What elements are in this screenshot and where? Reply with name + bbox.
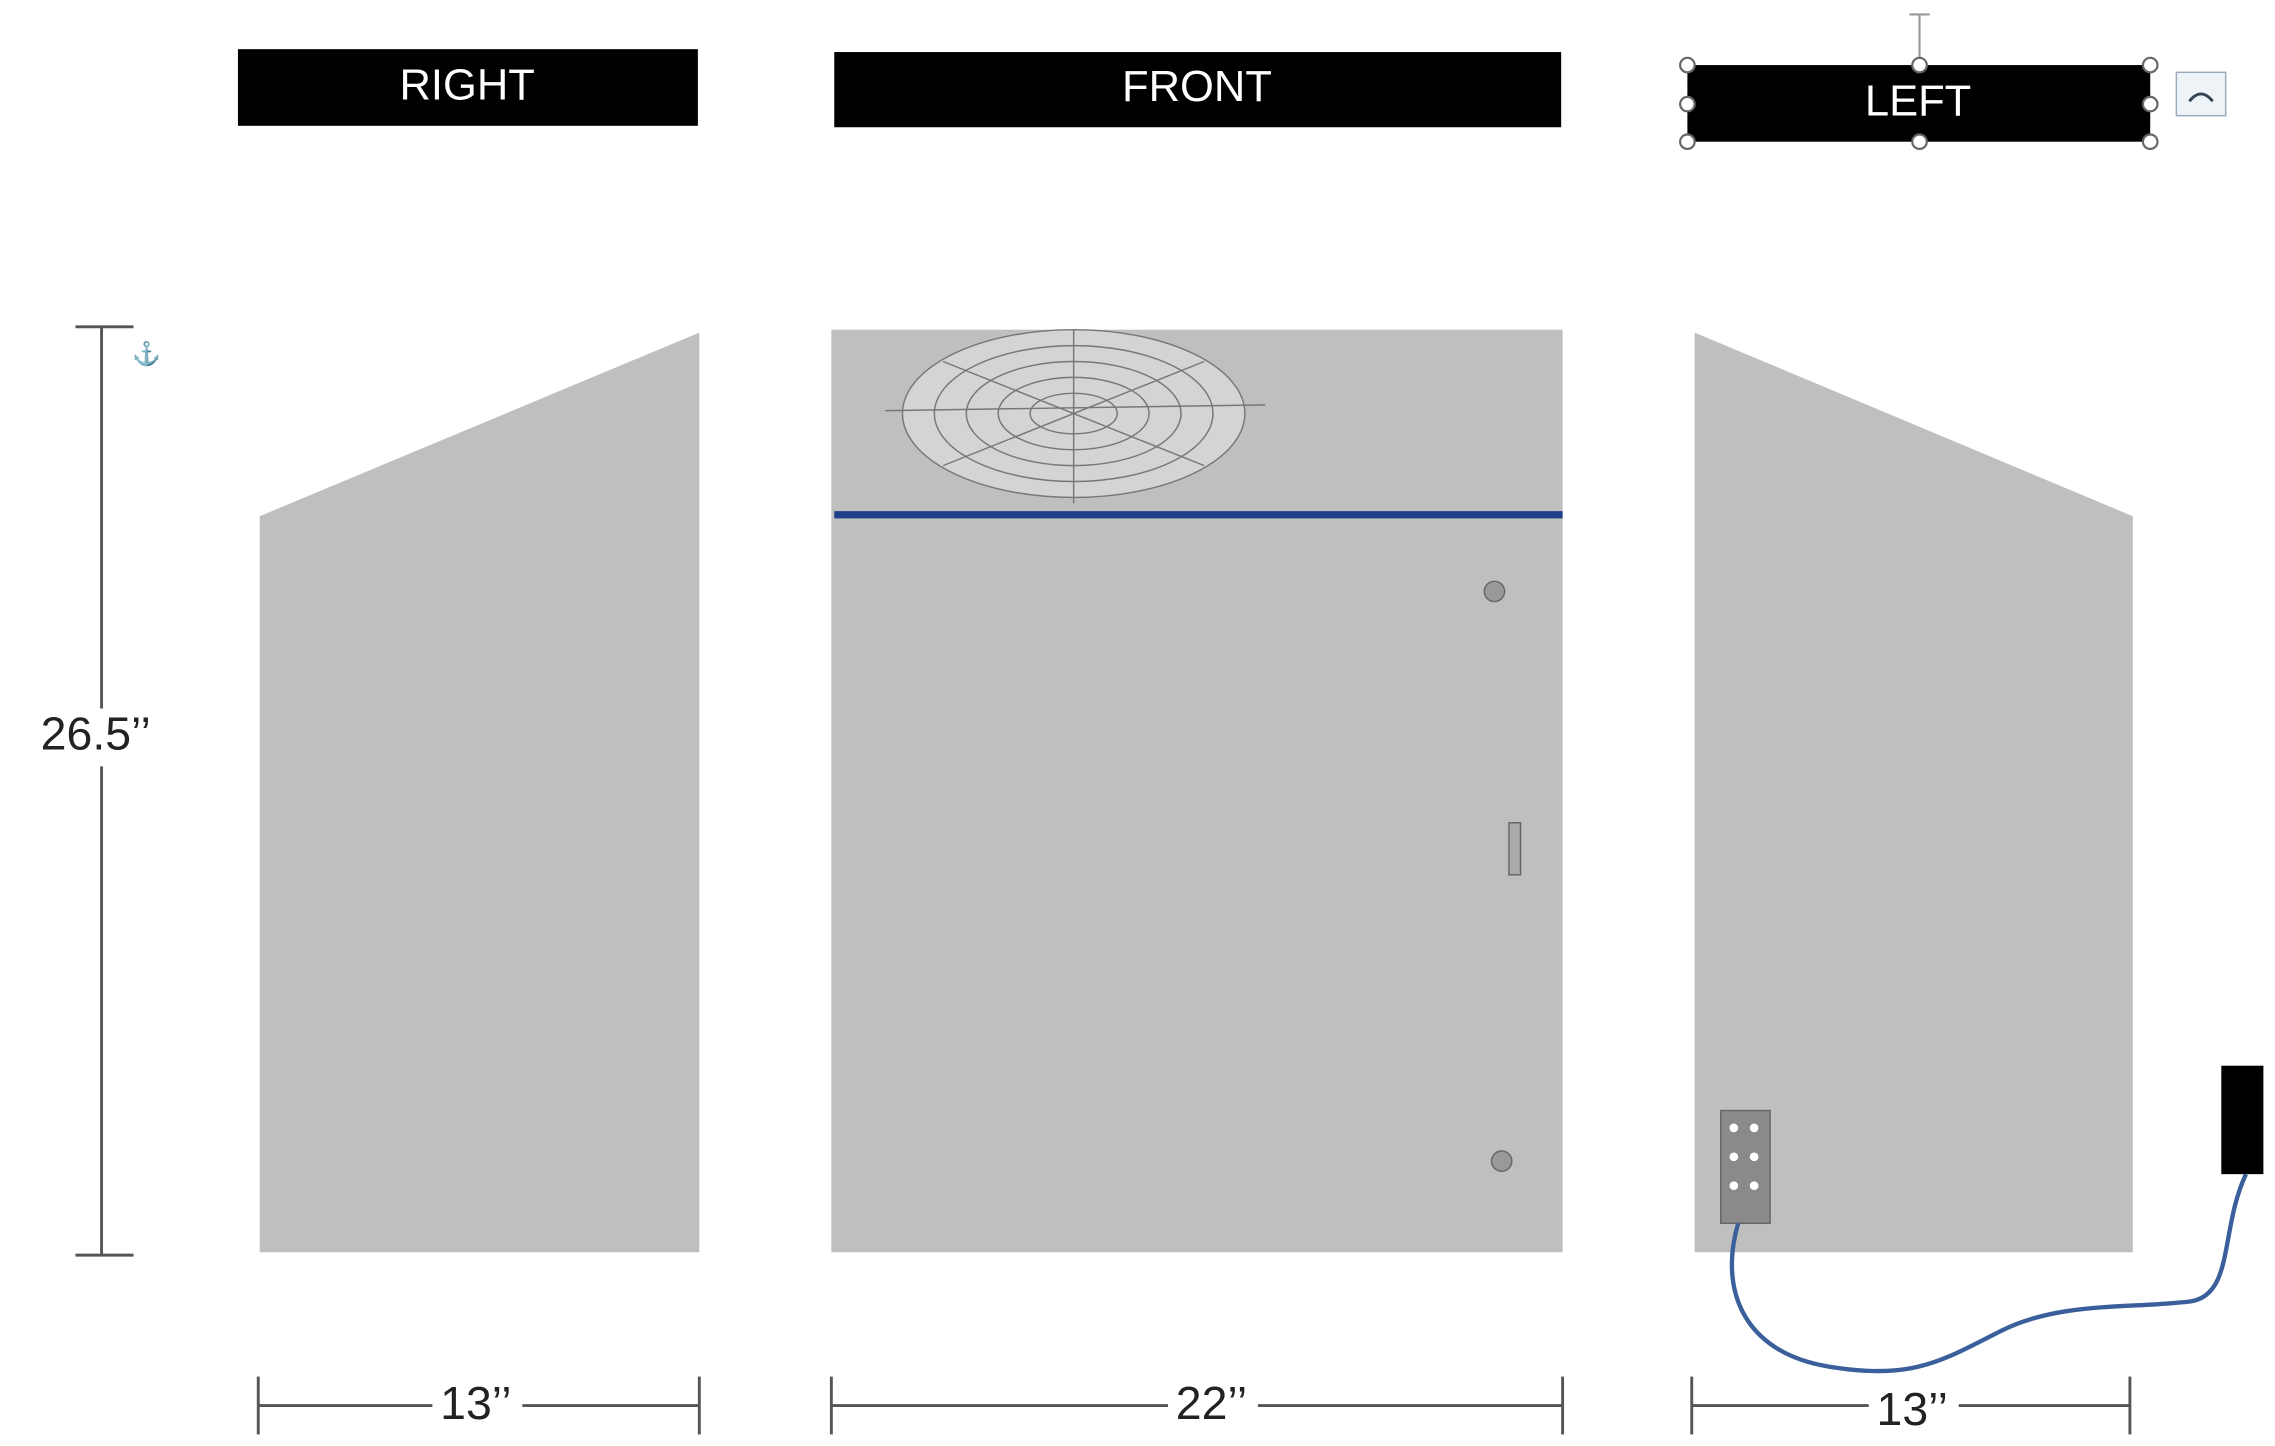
width-label: 13’’ <box>440 1377 511 1429</box>
label-bg <box>1167 1380 1258 1431</box>
width-label: 13’’ <box>1877 1383 1948 1435</box>
cable <box>1729 1173 2248 1374</box>
right-panel <box>259 332 700 1253</box>
height-label: 26.5’’ <box>41 708 151 760</box>
title-box <box>237 49 698 126</box>
connector <box>1720 1109 1771 1225</box>
label-bg <box>29 708 167 767</box>
connector-pins <box>1729 1123 1759 1191</box>
front-panel <box>831 329 1563 1253</box>
height-dimension <box>75 325 134 1257</box>
label-bg <box>1868 1385 1959 1435</box>
left-panel <box>1694 332 2133 1253</box>
view-title: RIGHT <box>400 62 535 110</box>
title-box <box>834 52 1562 128</box>
anchor-icon: ⚓ <box>132 341 161 368</box>
fan-grille <box>885 328 1266 504</box>
view-title: FRONT <box>1122 63 1272 111</box>
selection-handles[interactable] <box>1679 13 2159 151</box>
screw <box>1490 1150 1513 1172</box>
label-bg <box>432 1380 523 1431</box>
latch <box>1508 822 1522 876</box>
width-label: 22’’ <box>1176 1377 1247 1429</box>
power-box <box>2221 1065 2264 1175</box>
view-title[interactable]: LEFT <box>1865 78 1971 126</box>
layout-icon <box>2188 92 2214 103</box>
screw <box>1483 580 1506 603</box>
title-box[interactable] <box>1687 65 2151 142</box>
